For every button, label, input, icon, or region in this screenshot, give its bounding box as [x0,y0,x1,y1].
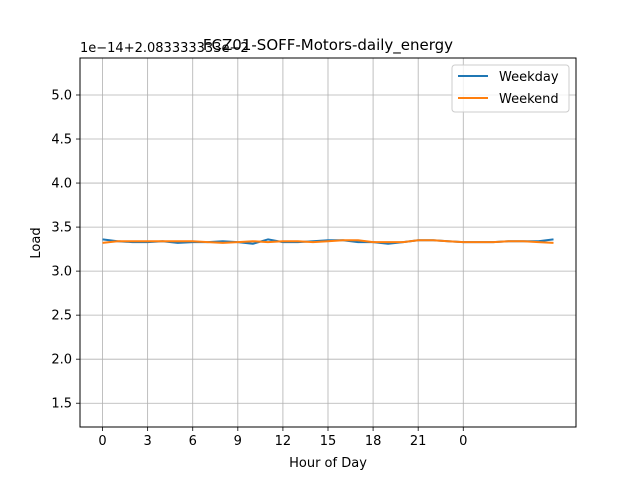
chart-title: FCZ01-SOFF-Motors-daily_energy [203,36,453,55]
x-tick-label: 21 [410,434,427,449]
y-tick-label: 4.0 [51,177,72,192]
series-lines [102,238,554,245]
y-tick-label: 2.5 [51,309,72,324]
y-tick-label: 2.0 [51,353,72,368]
y-tick-label: 1.5 [51,397,72,412]
y-tick-label: 3.0 [51,265,72,280]
x-tick-label: 3 [143,434,151,449]
x-tick-label: 6 [189,434,197,449]
y-tick-label: 5.0 [51,88,72,103]
y-tick-label: 3.5 [51,221,72,236]
legend-weekend-label: Weekend [499,92,559,107]
legend-weekday-label: Weekday [499,70,559,85]
axis-ticks: 0 3 6 9 12 15 18 21 0 1.5 2.0 2.5 3.0 3.5 4.0 4.5 5.0 [51,88,467,449]
x-tick-label: 9 [234,434,242,449]
y-tick-label: 4.5 [51,133,72,148]
x-tick-label: 18 [365,434,382,449]
x-tick-label: 12 [275,434,292,449]
x-tick-label: 15 [320,434,337,449]
y-offset-text: 1e−14+2.083333333e−2 [80,41,249,56]
y-axis-label: Load [29,227,44,258]
x-tick-label: 0 [98,434,106,449]
series-line-weekend [102,239,554,244]
legend: Weekday Weekend [451,64,570,113]
x-axis-label: Hour of Day [289,456,367,471]
x-tick-label: 0 [459,434,467,449]
